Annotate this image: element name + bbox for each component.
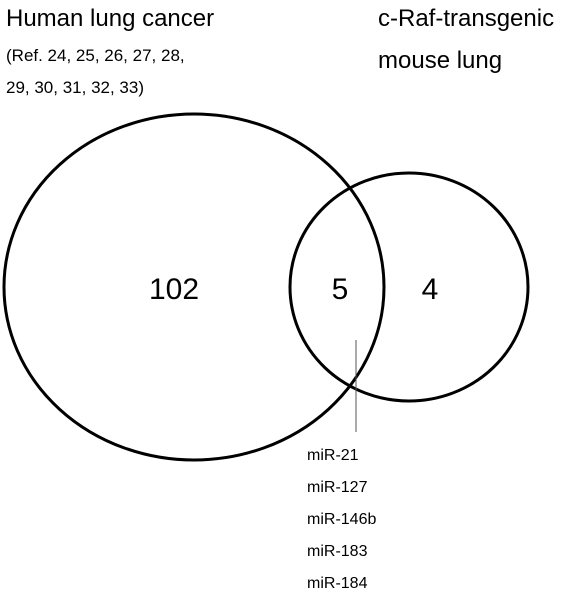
human-lung-cancer-circle (2, 112, 386, 462)
mirna-item: miR-21 (307, 447, 359, 464)
mirna-item: miR-127 (307, 479, 368, 496)
mouse-only-count: 4 (421, 273, 439, 306)
overlap-mirna-list: miR-21 miR-127 miR-146b miR-183 miR-184 (307, 440, 376, 600)
mouse-lung-circle (288, 171, 530, 403)
human-references-line-2: 29, 30, 31, 32, 33) (6, 78, 144, 97)
overlap-count: 5 (331, 273, 349, 306)
human-only-count: 102 (148, 273, 200, 306)
human-references-line-1: (Ref. 24, 25, 26, 27, 28, (6, 46, 185, 65)
mirna-item: miR-184 (307, 575, 368, 592)
human-lung-cancer-title: Human lung cancer (6, 5, 215, 32)
mirna-item: miR-183 (307, 543, 368, 560)
mirna-item: miR-146b (307, 511, 377, 528)
mouse-lung-title-line-1: c-Raf-transgenic (378, 5, 555, 32)
mouse-lung-title-line-2: mouse lung (378, 47, 503, 74)
